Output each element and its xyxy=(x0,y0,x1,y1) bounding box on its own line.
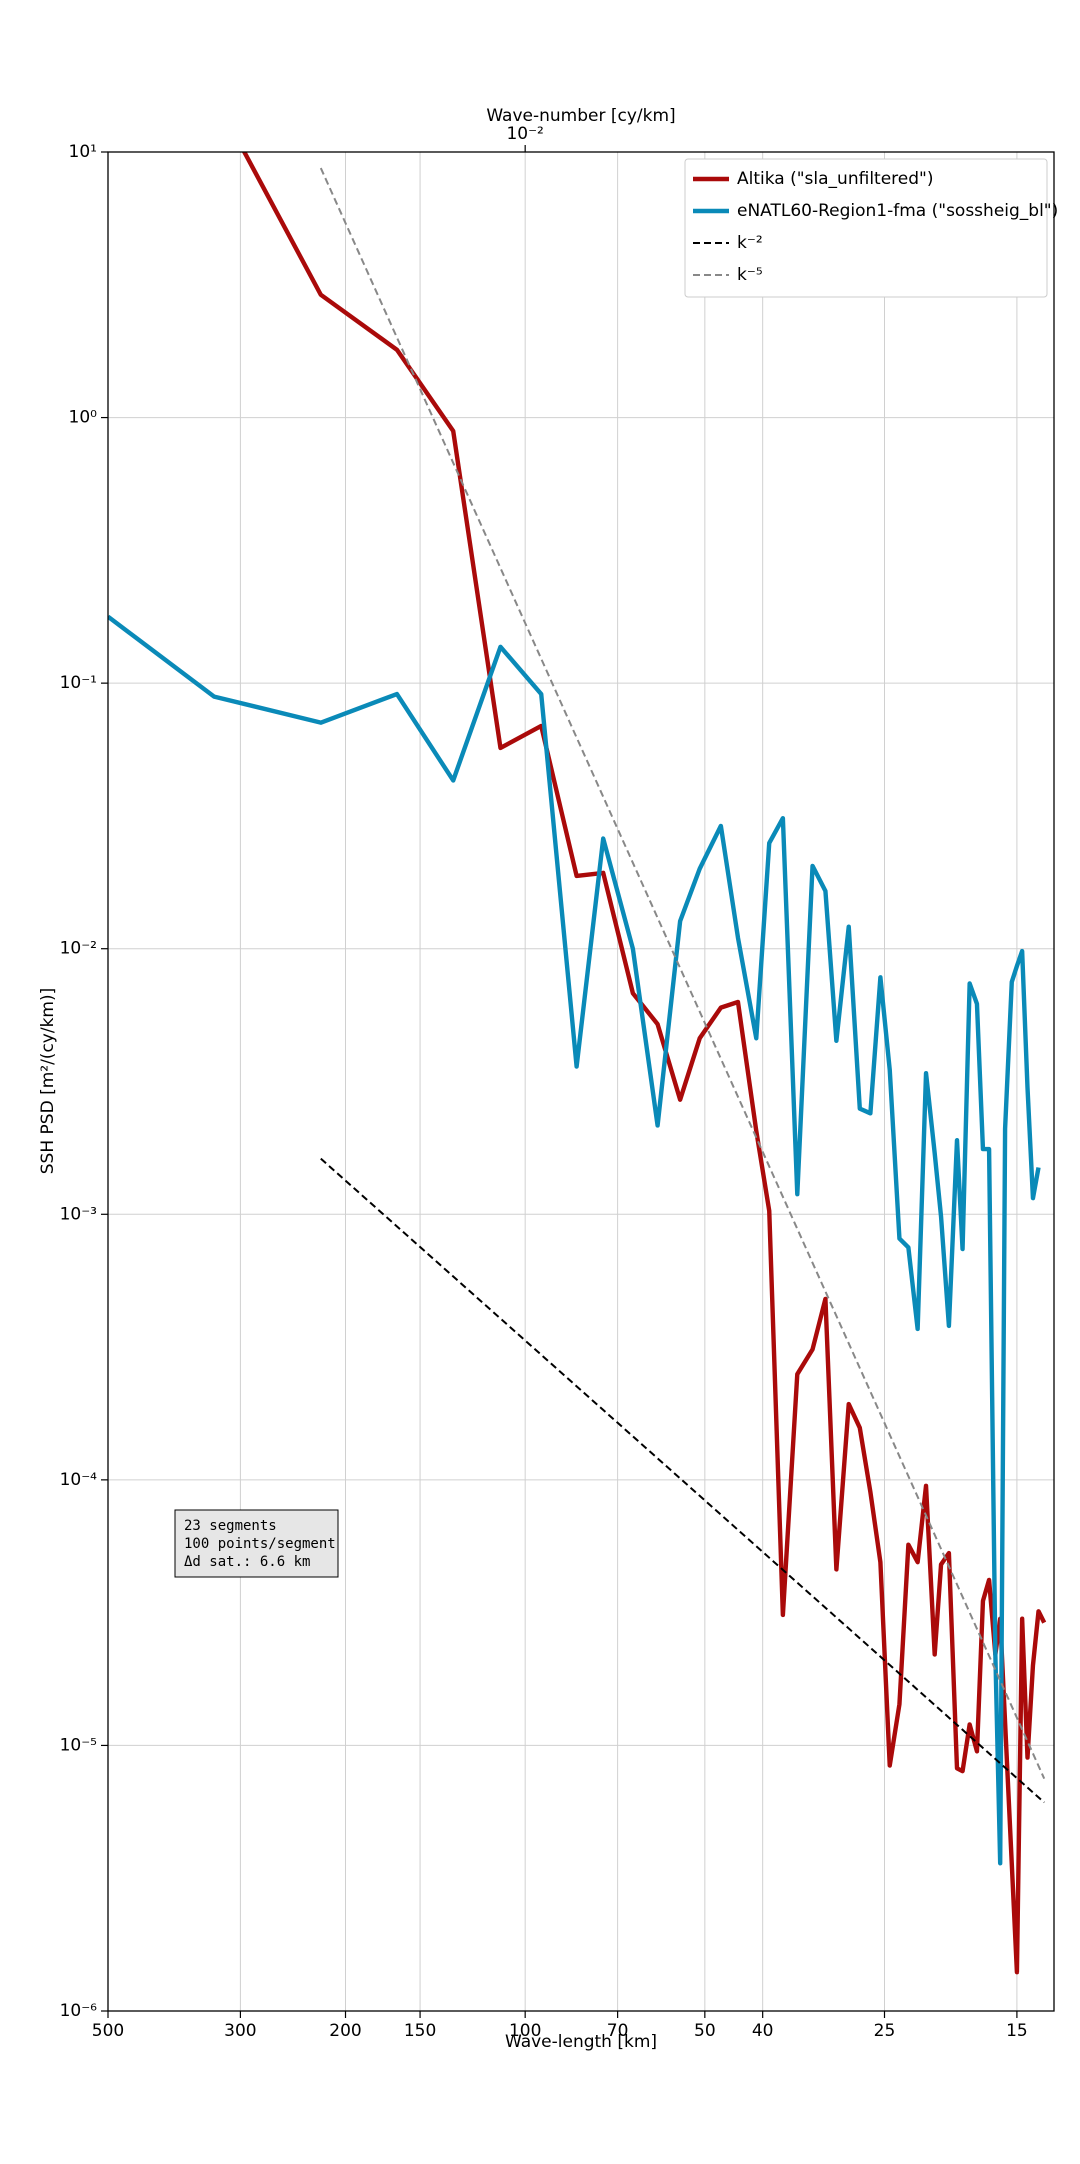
y-tick-label: 10⁻¹ xyxy=(60,673,97,693)
series-line xyxy=(108,614,1041,1866)
x-axis-label: Wave-length [km] xyxy=(505,2032,657,2052)
annotation-line: 23 segments xyxy=(184,1518,277,1534)
y-tick-label: 10⁻⁶ xyxy=(60,2001,98,2021)
y-tick-label: 10⁻⁵ xyxy=(60,1735,97,1755)
y-tick-label: 10⁰ xyxy=(69,408,98,428)
x2-axis-label: Wave-number [cy/km] xyxy=(486,106,675,126)
legend: Altika ("sla_unfiltered") eNATL60-Region1… xyxy=(684,158,1058,298)
x2-tick-label: 10⁻² xyxy=(506,124,543,144)
legend-label: k⁻⁵ xyxy=(737,265,763,285)
x-tick-label: 100 xyxy=(509,2021,541,2041)
plot-frame xyxy=(107,151,1055,2012)
y-axis-label: SSH PSD [m²/(cy/km)] xyxy=(38,988,58,1174)
plot-area xyxy=(108,152,1054,2011)
legend-label: Altika ("sla_unfiltered") xyxy=(737,169,933,189)
x-tick-label: 25 xyxy=(874,2021,896,2041)
annotation: 23 segments 100 points/segment Δd sat.: 6.… xyxy=(174,1509,339,1578)
x-tick-label: 200 xyxy=(329,2021,361,2041)
legend-label: eNATL60-Region1-fma ("sossheig_bl") xyxy=(737,201,1058,221)
y-tick-label: 10⁻² xyxy=(60,939,97,959)
annotation-line: Δd sat.: 6.6 km xyxy=(184,1554,310,1570)
series-line xyxy=(241,152,1047,1975)
ticks: 500 300 200 150 100 70 50 40 25 15 10⁻² 10⁻⁶ 10⁻⁵ 10⁻… xyxy=(60,124,1028,2041)
x-tick-label: 500 xyxy=(92,2021,124,2041)
series-line xyxy=(320,1157,1045,1804)
series-line xyxy=(319,167,1046,1780)
x-tick-label: 50 xyxy=(694,2021,716,2041)
annotation-line: 100 points/segment xyxy=(184,1536,336,1552)
x-tick-label: 150 xyxy=(404,2021,436,2041)
x-tick-label: 15 xyxy=(1006,2021,1028,2041)
x-tick-label: 70 xyxy=(607,2021,629,2041)
y-tick-label: 10¹ xyxy=(69,142,97,162)
lines xyxy=(108,152,1047,1975)
legend-box xyxy=(684,158,1048,298)
x-tick-label: 300 xyxy=(224,2021,256,2041)
x-tick-label: 40 xyxy=(752,2021,774,2041)
annotation-box xyxy=(174,1509,339,1578)
legend-label: k⁻² xyxy=(737,233,763,253)
y-tick-label: 10⁻⁴ xyxy=(60,1470,98,1490)
y-tick-label: 10⁻³ xyxy=(60,1204,97,1224)
